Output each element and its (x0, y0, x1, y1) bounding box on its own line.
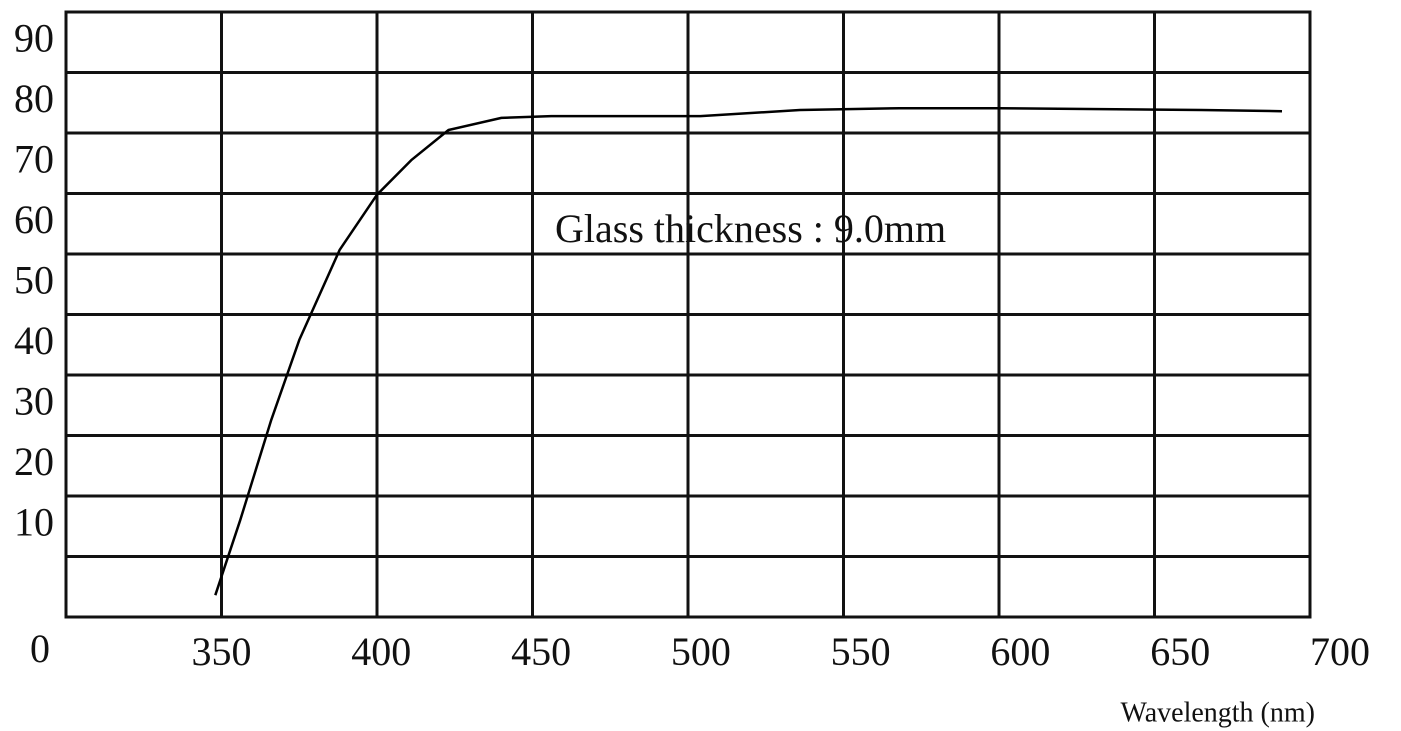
x-tick-label: 550 (831, 629, 891, 674)
y-tick-label: 60 (14, 197, 54, 242)
x-tick-label: 700 (1310, 629, 1370, 674)
y-tick-label: 40 (14, 318, 54, 363)
y-tick-label: 90 (14, 15, 54, 60)
x-tick-label: 350 (192, 629, 252, 674)
x-tick-label: 650 (1150, 629, 1210, 674)
y-tick-label: 50 (14, 257, 54, 302)
x-tick-label: 400 (351, 629, 411, 674)
y-tick-label: 20 (14, 439, 54, 484)
x-tick-label: 450 (511, 629, 571, 674)
annotation: Glass thickness : 9.0mm (555, 206, 946, 251)
x-tick-label: 600 (990, 629, 1050, 674)
y-tick-label: 0 (30, 626, 50, 671)
x-tick-label: 500 (671, 629, 731, 674)
x-axis-label: Wavelength (nm) (1121, 697, 1315, 728)
y-tick-label: 30 (14, 378, 54, 423)
curve (214, 106, 1283, 596)
y-tick-label: 80 (14, 76, 54, 121)
y-tick-label: 10 (14, 499, 54, 544)
y-tick-label: 70 (14, 136, 54, 181)
